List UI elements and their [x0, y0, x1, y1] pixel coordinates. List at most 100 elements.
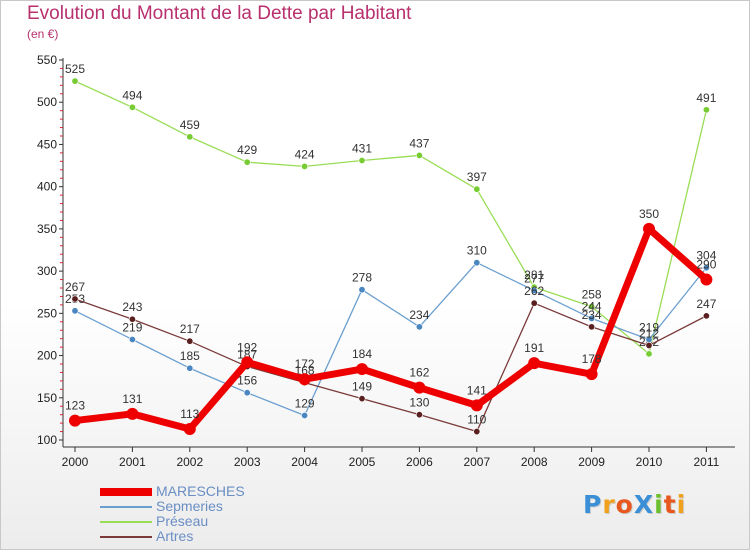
legend-label-sepmeries: Sepmeries [156, 498, 223, 514]
data-label-artres: 110 [467, 413, 486, 427]
data-point-sepmeries [530, 287, 538, 295]
data-point-sepmeries [473, 259, 481, 267]
x-tick-label: 2006 [406, 455, 433, 469]
data-label-preseau: 397 [467, 170, 487, 184]
data-point-preseau [473, 185, 481, 193]
legend-swatch-artres [100, 536, 152, 538]
data-label-sepmeries: 304 [696, 249, 716, 263]
y-tick-label: 100 [37, 433, 57, 447]
data-point-artres [588, 323, 596, 331]
data-label-maresches: 290 [696, 258, 716, 272]
data-point-sepmeries [128, 336, 136, 344]
data-point-artres [71, 295, 79, 303]
data-label-artres: 234 [582, 308, 602, 322]
data-point-artres [128, 315, 136, 323]
brand-logo-letter: o [615, 490, 634, 519]
data-label-maresches: 141 [467, 383, 487, 397]
data-point-sepmeries [243, 389, 251, 397]
data-label-sepmeries: 234 [409, 308, 429, 322]
data-label-sepmeries: 185 [180, 349, 200, 363]
data-label-maresches: 191 [524, 341, 544, 355]
data-label-artres: 267 [65, 280, 85, 294]
data-label-preseau: 424 [295, 147, 315, 161]
y-tick-label: 250 [37, 306, 57, 320]
series-line-maresches [71, 225, 710, 433]
y-tick-label: 400 [37, 180, 57, 194]
data-label-artres: 187 [237, 348, 257, 362]
data-point-maresches [126, 407, 139, 420]
chart-unit-label: (en €) [27, 27, 59, 41]
series-line-artres [74, 298, 708, 433]
y-tick-label: 450 [37, 137, 57, 151]
x-tick-label: 2004 [291, 455, 318, 469]
data-point-maresches [413, 381, 426, 394]
x-tick-label: 2009 [578, 455, 605, 469]
data-label-artres: 243 [122, 300, 142, 314]
data-point-maresches [585, 368, 598, 381]
data-point-maresches [700, 273, 713, 286]
legend-swatch-preseau [100, 521, 152, 523]
data-label-maresches: 123 [65, 399, 85, 413]
data-point-maresches [528, 357, 541, 370]
data-point-preseau [415, 151, 423, 159]
brand-logo-letter: X [633, 490, 655, 519]
data-point-maresches [298, 373, 311, 386]
x-tick-label: 2002 [176, 455, 203, 469]
x-tick-label: 2008 [521, 455, 548, 469]
data-point-artres [358, 395, 366, 403]
data-point-sepmeries [186, 364, 194, 372]
data-point-sepmeries [301, 412, 309, 420]
data-point-artres [530, 299, 538, 307]
data-point-sepmeries [71, 307, 79, 315]
data-point-sepmeries [588, 314, 596, 322]
data-label-artres: 262 [524, 284, 544, 298]
data-point-preseau [128, 103, 136, 111]
brand-logo-letter: i [654, 490, 664, 519]
data-point-preseau [301, 162, 309, 170]
data-point-sepmeries [415, 323, 423, 331]
x-tick-label: 2003 [234, 455, 261, 469]
data-label-artres: 168 [295, 364, 315, 378]
series-line-preseau [74, 80, 708, 355]
legend-swatch-sepmeries [100, 506, 152, 508]
data-label-preseau: 525 [65, 62, 85, 76]
data-label-sepmeries: 244 [582, 299, 602, 313]
data-label-maresches: 172 [295, 357, 315, 371]
data-label-artres: 149 [352, 380, 372, 394]
legend-label-artres: Artres [156, 528, 194, 544]
data-point-preseau [71, 77, 79, 85]
data-point-maresches [643, 222, 655, 235]
series-line-sepmeries [74, 262, 708, 417]
data-label-maresches: 350 [639, 207, 659, 221]
data-point-preseau [243, 158, 251, 166]
data-point-preseau [186, 133, 194, 141]
data-point-sepmeries [358, 286, 366, 294]
data-label-artres: 130 [409, 396, 429, 410]
data-label-maresches: 178 [582, 352, 602, 366]
data-label-sepmeries: 219 [639, 321, 659, 335]
data-label-sepmeries: 129 [295, 397, 315, 411]
data-label-sepmeries: 277 [524, 272, 544, 286]
x-tick-label: 2010 [636, 455, 663, 469]
data-point-maresches [356, 363, 368, 376]
data-label-sepmeries: 156 [237, 374, 257, 388]
x-tick-label: 2005 [349, 455, 376, 469]
y-tick-label: 300 [37, 264, 57, 278]
data-label-sepmeries: 310 [467, 244, 487, 258]
data-label-preseau: 437 [409, 136, 429, 150]
data-label-sepmeries: 278 [352, 271, 372, 285]
data-label-preseau: 491 [696, 91, 716, 105]
x-tick-label: 2011 [693, 455, 719, 469]
data-label-sepmeries: 219 [122, 321, 142, 335]
data-point-maresches [69, 414, 81, 427]
data-point-preseau [358, 156, 366, 164]
data-point-maresches [183, 423, 196, 436]
x-tick-label: 2000 [62, 455, 89, 469]
data-point-artres [415, 411, 423, 419]
data-point-preseau [645, 350, 653, 358]
data-label-maresches: 184 [352, 347, 372, 361]
brand-logo-letter: P [583, 490, 603, 519]
y-tick-label: 500 [37, 95, 57, 109]
